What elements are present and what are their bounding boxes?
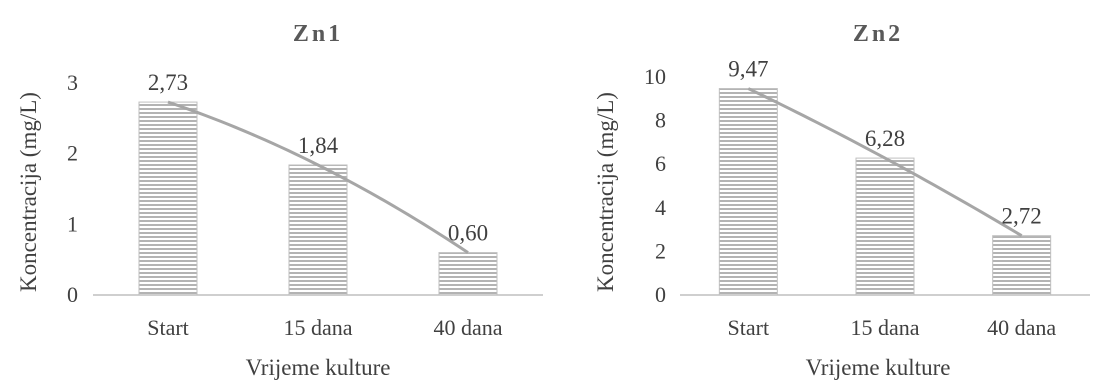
- data-label: 2,72: [1002, 204, 1042, 229]
- y-tick-label: 0: [67, 282, 78, 307]
- chart-title: Zn1: [293, 21, 343, 47]
- y-axis-label: Koncentracija (mg/L): [593, 92, 618, 292]
- data-label: 0,60: [448, 221, 488, 246]
- y-tick-label: 3: [67, 70, 78, 95]
- y-tick-label: 6: [655, 151, 666, 176]
- bar: [138, 101, 198, 296]
- y-tick-label: 10: [644, 64, 666, 89]
- x-tick-label: Start: [147, 315, 189, 340]
- y-tick-label: 8: [655, 108, 666, 133]
- y-tick-label: 2: [67, 141, 78, 166]
- bar: [855, 157, 915, 296]
- x-tick-label: Start: [728, 315, 770, 340]
- y-tick-label: 1: [67, 211, 78, 236]
- y-tick-label: 2: [655, 238, 666, 263]
- bar: [288, 164, 348, 296]
- x-axis-label: Vrijeme kulture: [806, 355, 951, 380]
- chart-title: Zn2: [853, 21, 903, 47]
- x-tick-label: 15 dana: [850, 315, 919, 340]
- chart-zn1: Zn1 Koncentracija (mg/L) Vrijeme kulture…: [16, 21, 543, 380]
- chart-zn2: Zn2 Koncentracija (mg/L) Vrijeme kulture…: [593, 21, 1090, 380]
- data-label: 2,73: [148, 70, 188, 95]
- bar: [438, 252, 498, 296]
- data-label: 9,47: [728, 57, 768, 82]
- y-tick-label: 0: [655, 282, 666, 307]
- data-label: 1,84: [298, 133, 339, 158]
- x-tick-label: 40 dana: [987, 315, 1056, 340]
- trendline: [747, 87, 1023, 237]
- bar: [992, 235, 1052, 296]
- y-axis-label: Koncentracija (mg/L): [16, 92, 41, 292]
- trendline: [167, 100, 469, 254]
- x-tick-label: 40 dana: [433, 315, 502, 340]
- bar: [718, 88, 778, 296]
- y-tick-label: 4: [655, 195, 666, 220]
- data-label: 6,28: [865, 126, 905, 151]
- x-axis-label: Vrijeme kulture: [246, 355, 391, 380]
- x-tick-label: 15 dana: [283, 315, 352, 340]
